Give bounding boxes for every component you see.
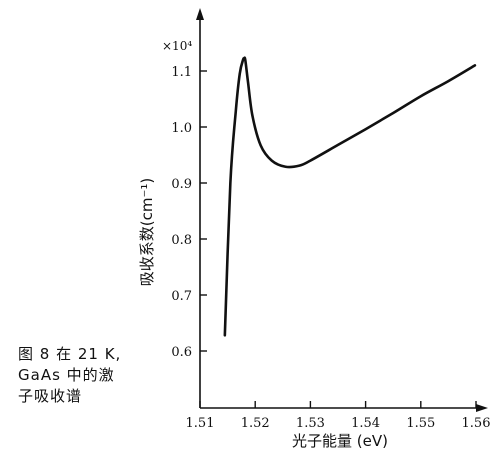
axes [196,8,488,412]
y-tick-label: 0.6 [171,345,192,360]
x-tick-label: 1.54 [351,416,380,431]
x-tick-label: 1.56 [462,416,491,431]
y-multiplier-label: ×10⁴ [162,39,192,53]
y-tick-label: 0.8 [171,233,192,248]
x-axis-label: 光子能量 (eV) [292,432,388,450]
x-tick-label: 1.53 [296,416,325,431]
data-series [223,56,477,337]
y-axis-arrow [196,8,204,20]
caption-line-1: 图 8 在 21 K, [18,345,122,363]
figure-caption: 图 8 在 21 K, GaAs 中的激 子吸收谱 [18,344,146,407]
x-tick-label: 1.55 [406,416,435,431]
y-tick-label: 1.0 [171,121,192,136]
y-tick-label: 1.1 [171,65,192,80]
ticks: 1.51 1.52 1.53 1.54 1.55 1.56 0.6 0.7 0.8 0.9 1.0 1… [171,65,490,431]
caption-line-2: GaAs 中的激 [18,366,115,384]
y-tick-label: 0.9 [171,177,192,192]
axis-labels: 光子能量 (eV) 吸收系数(cm⁻¹) ×10⁴ [138,39,388,450]
y-axis-label: 吸收系数(cm⁻¹) [138,178,156,287]
x-tick-label: 1.51 [186,416,215,431]
caption-line-3: 子吸收谱 [18,387,83,405]
x-axis-arrow [476,404,488,412]
x-tick-label: 1.52 [241,416,270,431]
y-tick-label: 0.7 [171,289,192,304]
absorption-curve [223,56,477,337]
